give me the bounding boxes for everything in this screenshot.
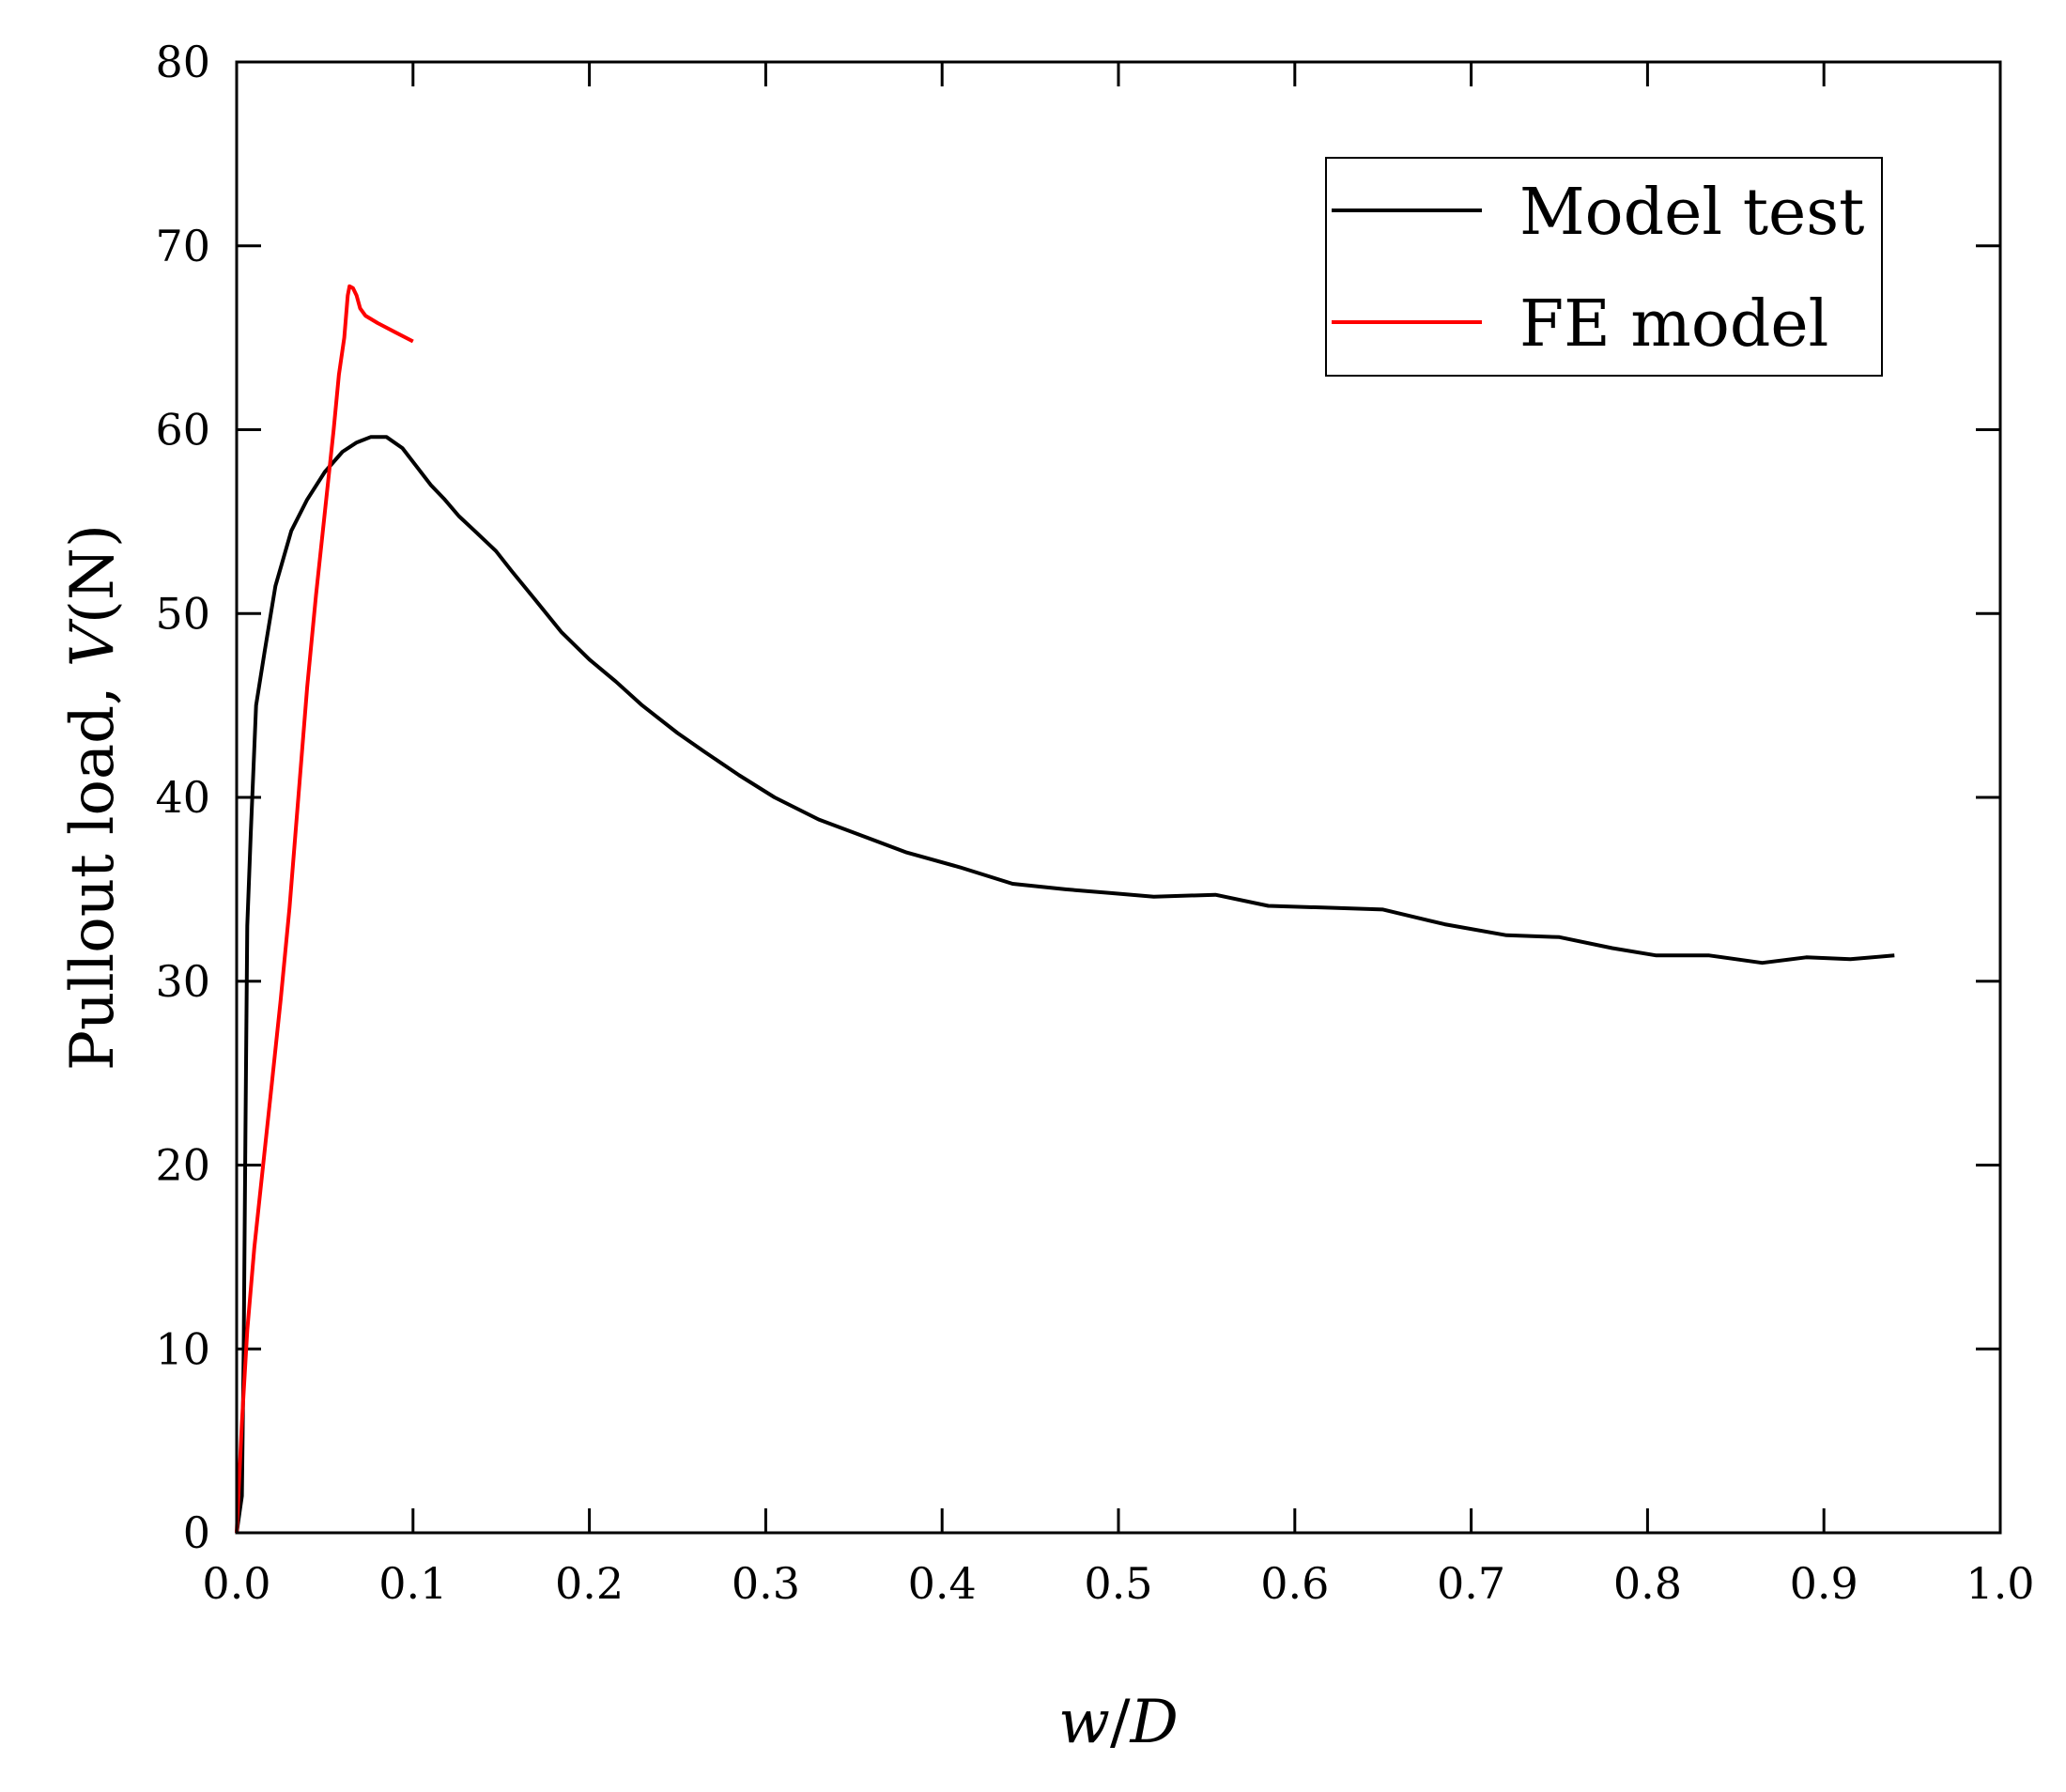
y-tick-label: 70 <box>155 221 210 271</box>
legend-label-fe-model: FE model <box>1519 287 1828 362</box>
y-tick-label: 10 <box>155 1323 210 1374</box>
x-axis-slash: / <box>1110 1688 1131 1757</box>
x-tick-label: 0.6 <box>1260 1558 1329 1609</box>
y-axis-var: V <box>58 618 128 667</box>
plot-frame <box>235 60 2002 1535</box>
x-tick-label: 0.9 <box>1790 1558 1858 1609</box>
y-axis-suffix: (N) <box>58 524 128 624</box>
y-tick-label: 80 <box>155 37 210 87</box>
series-layer <box>235 284 1895 1534</box>
legend: Model test FE model <box>1325 157 1883 377</box>
x-tick-label: 0.3 <box>732 1558 800 1609</box>
axis-ticks: 0.0 0.1 0.2 0.3 0.4 0.5 0.6 0.7 0.8 0.9 1.0 0 10 20 30… <box>155 37 2034 1609</box>
x-tick-label: 0.8 <box>1613 1558 1682 1609</box>
x-axis-var2: D <box>1130 1688 1179 1757</box>
x-tick-label: 0.0 <box>202 1558 270 1609</box>
y-tick-label: 50 <box>155 588 210 639</box>
x-tick-label: 0.1 <box>378 1558 447 1609</box>
legend-label-model-test: Model test <box>1519 176 1865 250</box>
y-tick-label: 60 <box>155 405 210 456</box>
series-line-model-test <box>235 435 1895 1534</box>
y-axis-prefix: Pullout load, <box>58 667 128 1071</box>
y-axis-title: Pullout load, V(N) <box>58 524 128 1071</box>
x-tick-label: 0.4 <box>908 1558 977 1609</box>
y-tick-label: 30 <box>155 956 210 1007</box>
x-tick-label: 0.2 <box>555 1558 624 1609</box>
legend-box <box>1325 157 1883 377</box>
y-tick-label: 40 <box>155 772 210 823</box>
x-axis-var: w <box>1058 1688 1110 1757</box>
x-tick-label: 0.5 <box>1084 1558 1152 1609</box>
y-tick-label: 0 <box>183 1507 210 1558</box>
x-tick-label: 1.0 <box>1966 1558 2034 1609</box>
series-line-fe-model <box>235 284 414 1534</box>
y-tick-label: 20 <box>155 1140 210 1191</box>
x-tick-label: 0.7 <box>1437 1558 1505 1609</box>
x-axis-title: w/D <box>1058 1688 1179 1757</box>
